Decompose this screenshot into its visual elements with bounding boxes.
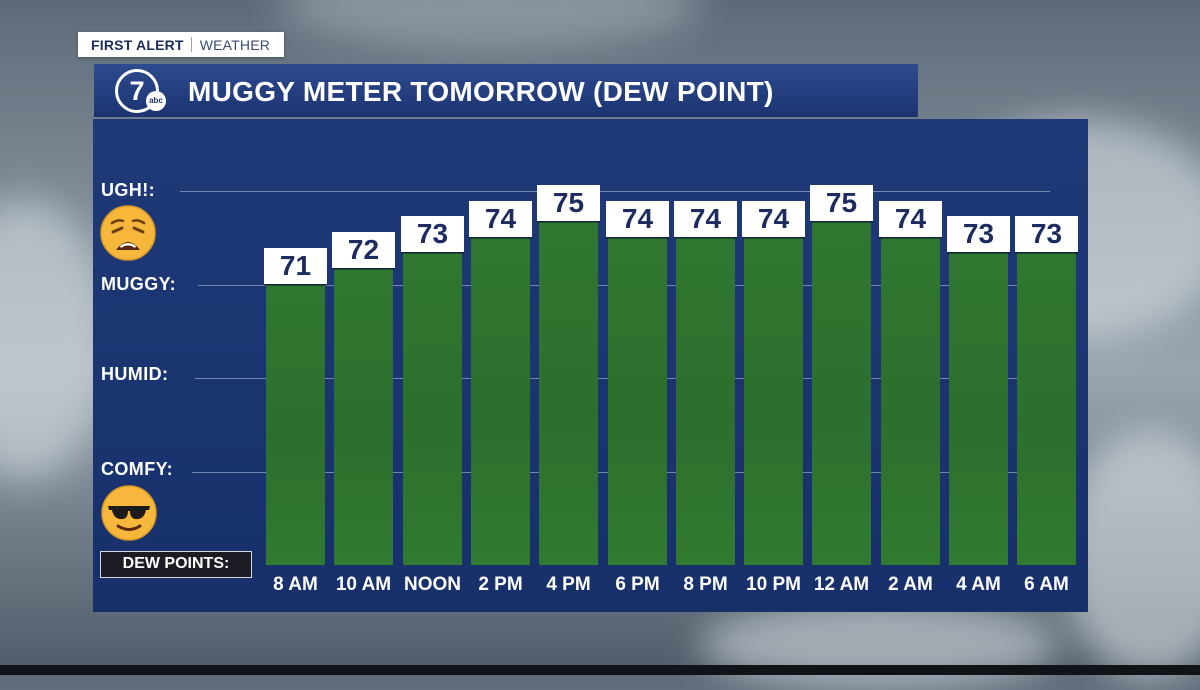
sunglasses-face-icon xyxy=(101,485,157,541)
data-label: 73 xyxy=(401,216,464,252)
gridline-ugh xyxy=(180,191,1050,192)
bar xyxy=(676,238,735,565)
data-label: 73 xyxy=(947,216,1010,252)
category-label: 2 PM xyxy=(478,574,523,595)
cloud xyxy=(700,600,1060,690)
data-label: 74 xyxy=(674,201,737,237)
data-label: 71 xyxy=(264,248,327,284)
data-label: 74 xyxy=(469,201,532,237)
category-label: 4 PM xyxy=(546,574,591,595)
data-label: 75 xyxy=(537,185,600,221)
data-label: 73 xyxy=(1015,216,1078,252)
data-label: 74 xyxy=(879,201,942,237)
category-label: NOON xyxy=(404,574,461,595)
data-label: 74 xyxy=(606,201,669,237)
category-label: 10 PM xyxy=(746,574,801,595)
dew-points-label: DEW POINTS: xyxy=(100,551,252,578)
bar xyxy=(471,238,530,565)
cloud xyxy=(280,0,700,50)
weather-label: WEATHER xyxy=(199,36,271,53)
first-alert-weather-tag: FIRST ALERT WEATHER xyxy=(78,32,284,57)
data-label: 75 xyxy=(810,185,873,221)
level-label-ugh: UGH!: xyxy=(101,180,155,200)
level-label-comfy: COMFY: xyxy=(101,459,174,479)
level-label-humid: HUMID: xyxy=(101,364,169,384)
first-alert-label: FIRST ALERT xyxy=(91,36,184,53)
data-label: 74 xyxy=(742,201,805,237)
bar xyxy=(744,238,803,565)
data-label: 72 xyxy=(332,232,395,268)
title-bar: 7 abc MUGGY METER TOMORROW (DEW POINT) xyxy=(94,64,918,117)
bar xyxy=(949,253,1008,565)
bar xyxy=(539,222,598,565)
bar xyxy=(334,269,393,565)
bar xyxy=(881,238,940,565)
chart-title: MUGGY METER TOMORROW (DEW POINT) xyxy=(188,76,774,107)
category-label: 12 AM xyxy=(813,574,870,595)
category-label: 6 AM xyxy=(1024,574,1069,595)
category-label: 10 AM xyxy=(335,574,392,595)
level-label-muggy: MUGGY: xyxy=(101,274,177,294)
network-logo: abc xyxy=(146,91,166,111)
category-label: 4 AM xyxy=(956,574,1001,595)
bar xyxy=(608,238,667,565)
brand-divider xyxy=(190,37,192,52)
bar xyxy=(266,285,325,565)
logo-numeral: 7 xyxy=(129,76,145,106)
bar xyxy=(1017,253,1076,565)
weary-face-icon xyxy=(100,205,156,261)
category-label: 8 AM xyxy=(273,574,318,595)
category-label: 8 PM xyxy=(683,574,728,595)
category-label: 6 PM xyxy=(615,574,660,595)
bar xyxy=(403,253,462,565)
bottom-strip xyxy=(0,665,1200,675)
bar xyxy=(812,222,871,565)
category-label: 2 AM xyxy=(888,574,933,595)
